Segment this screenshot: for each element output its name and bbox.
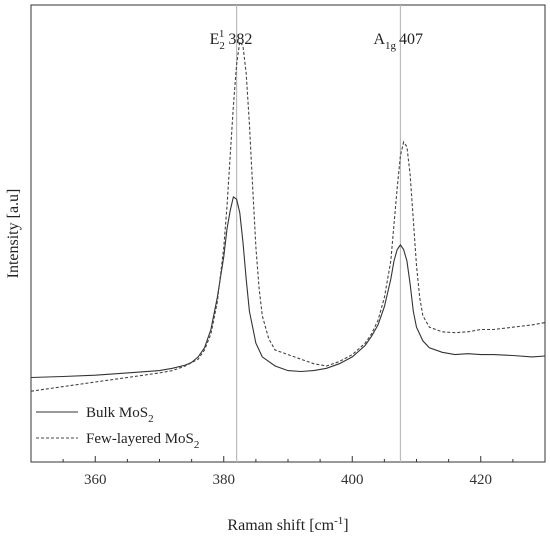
x-axis-title-end: ]: [343, 517, 348, 534]
series-line-bulk: [30, 195, 546, 379]
x-tick-label-420: 420: [470, 472, 493, 488]
peak-label-0: E21 382: [210, 28, 253, 52]
series-line-few-layered: [30, 40, 546, 392]
x-tick-label-400: 400: [341, 472, 364, 488]
y-axis-title: Intensity [a.u]: [5, 189, 22, 279]
plot-frame: [30, 4, 546, 463]
legend-label-1: Few-layered MoS2: [86, 431, 199, 451]
x-tick-label-380: 380: [213, 472, 236, 488]
legend: Bulk MoS2 Few-layered MoS2: [36, 405, 199, 451]
x-axis-title-text: Raman shift [cm: [227, 517, 334, 534]
peak-labels: E21 382 A1g 407: [210, 28, 423, 52]
x-axis-ticks: 360 380 400 420: [30, 456, 546, 488]
x-axis-title-superscript: -1: [334, 515, 343, 527]
peak-label-1: A1g 407: [373, 31, 423, 52]
x-axis-title: Raman shift [cm-1]: [227, 515, 348, 534]
reference-lines: [236, 5, 402, 462]
legend-label-0: Bulk MoS2: [86, 405, 154, 425]
x-tick-label-360: 360: [84, 472, 107, 488]
series-layer: [30, 40, 546, 392]
